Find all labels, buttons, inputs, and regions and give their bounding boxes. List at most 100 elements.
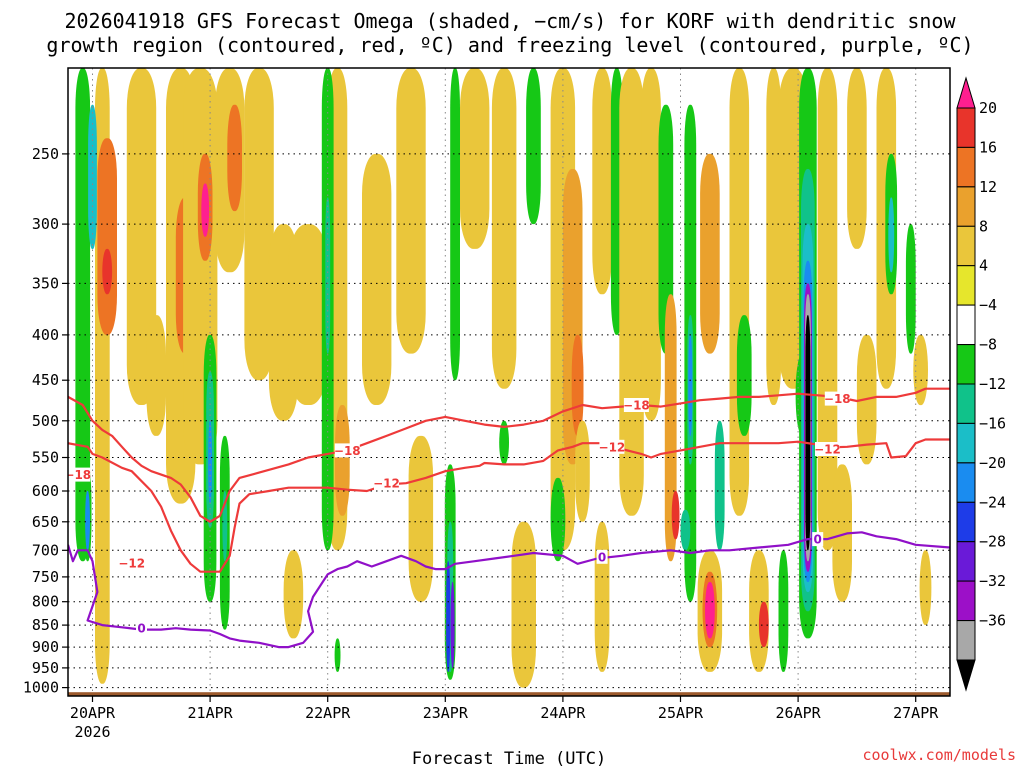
colorbar-label: −36 xyxy=(979,612,1006,630)
y-tick-label: 250 xyxy=(32,145,59,163)
contour-label: 0 xyxy=(814,533,822,547)
omega-cell xyxy=(817,68,838,551)
contour-label-bg xyxy=(824,391,850,406)
contour-label-bg xyxy=(596,549,608,564)
omega-cell xyxy=(85,491,90,551)
omega-cell xyxy=(126,68,157,405)
contour-label-bg xyxy=(623,398,649,412)
y-tick-label: 400 xyxy=(32,326,59,344)
omega-cell xyxy=(671,491,680,540)
colorbar-swatch xyxy=(956,620,976,661)
omega-cell xyxy=(594,521,610,672)
x-tick-label: 23APR xyxy=(423,704,469,722)
omega-cell xyxy=(511,521,536,688)
y-tick-label: 850 xyxy=(32,616,59,634)
colorbar-label: −8 xyxy=(979,336,997,354)
credit-link[interactable]: coolwx.com/models xyxy=(862,746,1016,764)
omega-cell xyxy=(658,104,674,354)
omega-cell xyxy=(334,638,341,672)
omega-cell xyxy=(325,197,331,354)
omega-cell xyxy=(688,334,693,436)
y-axis: 250 300 350 400 450 500 550 600 650 700 750 800 850 9… xyxy=(23,145,68,697)
omega-cell xyxy=(832,464,852,602)
colorbar-arrow-top xyxy=(956,76,976,109)
omega-cell xyxy=(396,68,426,354)
omega-cell xyxy=(736,315,752,436)
colorbar-label: −24 xyxy=(979,493,1006,511)
omega-cell xyxy=(888,197,895,273)
omega-cell xyxy=(499,420,509,465)
contours: −18 −18 −18 −18 −12 −12 −12 −12 0 0 0 xyxy=(64,387,950,649)
x-tick-label: 21APR xyxy=(188,704,234,722)
omega-cell xyxy=(700,153,720,354)
colorbar-label: −16 xyxy=(979,414,1006,432)
x-tick-label: 22APR xyxy=(305,704,351,722)
colorbar-label: −28 xyxy=(979,533,1006,551)
contour-label-bg xyxy=(812,532,824,547)
contour-label-bg xyxy=(68,467,91,482)
omega-cell xyxy=(729,68,750,516)
omega-cell xyxy=(705,582,715,639)
colorbar-swatch xyxy=(956,422,976,464)
colorbar-label: 8 xyxy=(979,217,988,235)
colorbar-label: −12 xyxy=(979,375,1006,393)
contour-label: −18 xyxy=(64,468,91,482)
x-tick-label: 24APR xyxy=(540,704,586,722)
omega-cell xyxy=(244,68,274,381)
colorbar-swatch xyxy=(956,146,976,188)
contour-label: −18 xyxy=(824,392,851,406)
omega-cell xyxy=(227,104,242,212)
omega-cell xyxy=(97,138,117,335)
omega-cell xyxy=(88,104,97,249)
x-tick-label: 20APR xyxy=(70,704,116,722)
y-tick-label: 550 xyxy=(32,449,59,467)
contour-label: 0 xyxy=(137,621,145,635)
omega-cell xyxy=(283,550,304,639)
contour-label: 0 xyxy=(598,550,606,564)
plot-frame xyxy=(67,67,951,697)
contour-label: −18 xyxy=(623,399,650,413)
omega-cell xyxy=(526,68,541,225)
contour-label: −12 xyxy=(118,556,145,570)
omega-cell xyxy=(592,68,612,295)
omega-cell xyxy=(641,68,661,421)
colorbar-swatch xyxy=(956,344,976,385)
omega-cell xyxy=(102,248,113,295)
omega-cell xyxy=(913,334,928,406)
x-tick-label: 25APR xyxy=(658,704,704,722)
colorbar-swatch xyxy=(956,541,976,582)
omega-cell xyxy=(905,224,916,354)
chart-title-line2: growth region (contoured, red, ºC) and f… xyxy=(46,33,973,57)
colorbar-swatch xyxy=(956,304,976,346)
x-axis-label: Forecast Time (UTC) xyxy=(412,749,606,768)
y-tick-label: 700 xyxy=(32,541,59,559)
omega-cell xyxy=(460,68,490,249)
colorbar: 20 16 12 8 4 −4 −8 −12 −16 −20 −24 −28 −32 −36 xyxy=(956,76,1006,692)
omega-cell xyxy=(550,477,566,562)
colorbar-label: −32 xyxy=(979,572,1006,590)
colorbar-swatch xyxy=(956,265,976,306)
contour-label: −12 xyxy=(814,443,841,457)
colorbar-label: 4 xyxy=(979,257,988,275)
colorbar-label: 16 xyxy=(979,138,997,156)
omega-cell xyxy=(446,561,451,672)
omega-cell xyxy=(919,550,932,625)
omega-cell xyxy=(571,334,584,436)
contour-label-bg xyxy=(119,555,145,570)
omega-cell xyxy=(362,153,392,405)
omega-cell xyxy=(450,582,455,668)
y-tick-label: 350 xyxy=(32,274,59,292)
contour-label: −12 xyxy=(599,440,626,454)
y-tick-label: 450 xyxy=(32,371,59,389)
contour-freezing_level xyxy=(68,531,950,649)
omega-cell xyxy=(778,550,789,672)
ground-surface xyxy=(68,692,950,696)
colorbar-swatch xyxy=(956,107,976,148)
y-tick-label: 600 xyxy=(32,482,59,500)
omega-cell xyxy=(680,509,691,551)
colorbar-label: 20 xyxy=(979,99,997,117)
contour-label-bg xyxy=(815,442,840,456)
contour-iso_neg18 xyxy=(68,387,950,523)
